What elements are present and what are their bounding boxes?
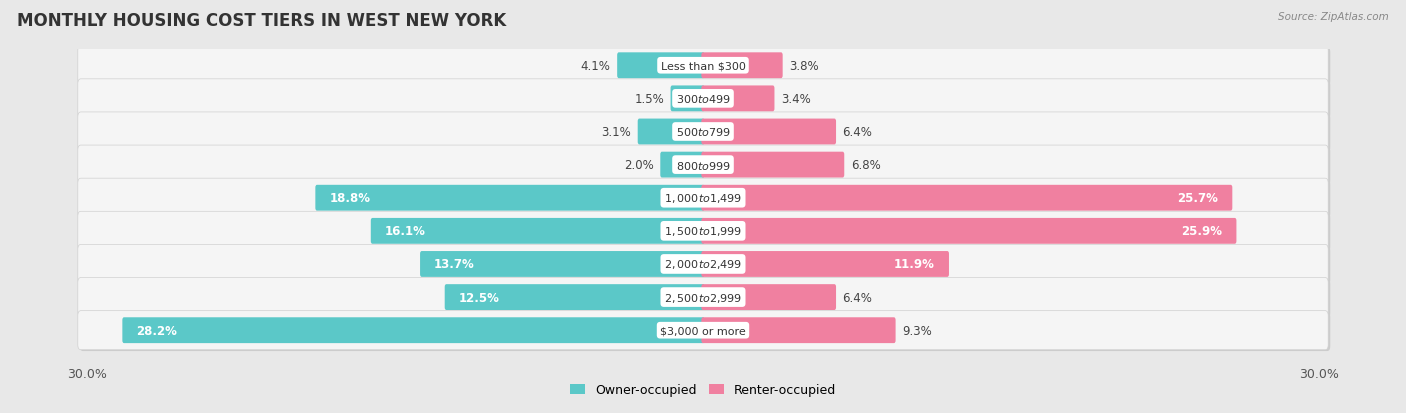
FancyBboxPatch shape — [80, 279, 1330, 318]
FancyBboxPatch shape — [80, 180, 1330, 219]
Text: 3.8%: 3.8% — [789, 59, 818, 73]
FancyBboxPatch shape — [80, 312, 1330, 351]
FancyBboxPatch shape — [702, 318, 896, 343]
FancyBboxPatch shape — [77, 47, 1329, 85]
Text: $1,500 to $1,999: $1,500 to $1,999 — [664, 225, 742, 238]
FancyBboxPatch shape — [702, 185, 1232, 211]
Text: 3.4%: 3.4% — [780, 93, 811, 106]
FancyBboxPatch shape — [702, 285, 837, 310]
Text: $2,500 to $2,999: $2,500 to $2,999 — [664, 291, 742, 304]
FancyBboxPatch shape — [315, 185, 704, 211]
Text: 2.0%: 2.0% — [624, 159, 654, 172]
FancyBboxPatch shape — [77, 179, 1329, 218]
FancyBboxPatch shape — [80, 114, 1330, 153]
Text: 6.4%: 6.4% — [842, 126, 873, 139]
Text: 6.8%: 6.8% — [851, 159, 880, 172]
Text: 25.7%: 25.7% — [1177, 192, 1219, 205]
Text: 18.8%: 18.8% — [329, 192, 370, 205]
Text: 1.5%: 1.5% — [634, 93, 664, 106]
Text: 3.1%: 3.1% — [602, 126, 631, 139]
Text: $500 to $799: $500 to $799 — [675, 126, 731, 138]
FancyBboxPatch shape — [77, 80, 1329, 119]
FancyBboxPatch shape — [77, 245, 1329, 284]
FancyBboxPatch shape — [671, 86, 704, 112]
Text: 4.1%: 4.1% — [581, 59, 610, 73]
FancyBboxPatch shape — [80, 48, 1330, 87]
Text: 28.2%: 28.2% — [136, 324, 177, 337]
FancyBboxPatch shape — [80, 213, 1330, 252]
FancyBboxPatch shape — [420, 252, 704, 277]
FancyBboxPatch shape — [617, 53, 704, 79]
Text: $800 to $999: $800 to $999 — [675, 159, 731, 171]
Text: 11.9%: 11.9% — [894, 258, 935, 271]
Text: 13.7%: 13.7% — [434, 258, 475, 271]
FancyBboxPatch shape — [661, 152, 704, 178]
FancyBboxPatch shape — [702, 86, 775, 112]
FancyBboxPatch shape — [77, 146, 1329, 185]
Text: 25.9%: 25.9% — [1181, 225, 1222, 238]
Text: Source: ZipAtlas.com: Source: ZipAtlas.com — [1278, 12, 1389, 22]
FancyBboxPatch shape — [444, 285, 704, 310]
FancyBboxPatch shape — [80, 147, 1330, 186]
FancyBboxPatch shape — [80, 246, 1330, 285]
FancyBboxPatch shape — [77, 113, 1329, 152]
FancyBboxPatch shape — [702, 152, 844, 178]
Text: 6.4%: 6.4% — [842, 291, 873, 304]
FancyBboxPatch shape — [702, 119, 837, 145]
Legend: Owner-occupied, Renter-occupied: Owner-occupied, Renter-occupied — [565, 378, 841, 401]
Text: $300 to $499: $300 to $499 — [675, 93, 731, 105]
FancyBboxPatch shape — [122, 318, 704, 343]
FancyBboxPatch shape — [638, 119, 704, 145]
FancyBboxPatch shape — [80, 81, 1330, 120]
FancyBboxPatch shape — [77, 311, 1329, 350]
FancyBboxPatch shape — [77, 278, 1329, 317]
FancyBboxPatch shape — [702, 252, 949, 277]
FancyBboxPatch shape — [371, 218, 704, 244]
Text: $3,000 or more: $3,000 or more — [661, 325, 745, 335]
FancyBboxPatch shape — [702, 53, 783, 79]
Text: $2,000 to $2,499: $2,000 to $2,499 — [664, 258, 742, 271]
FancyBboxPatch shape — [77, 212, 1329, 251]
Text: 12.5%: 12.5% — [458, 291, 499, 304]
Text: MONTHLY HOUSING COST TIERS IN WEST NEW YORK: MONTHLY HOUSING COST TIERS IN WEST NEW Y… — [17, 12, 506, 30]
FancyBboxPatch shape — [702, 218, 1236, 244]
Text: 9.3%: 9.3% — [903, 324, 932, 337]
Text: Less than $300: Less than $300 — [661, 61, 745, 71]
Text: 16.1%: 16.1% — [385, 225, 426, 238]
Text: $1,000 to $1,499: $1,000 to $1,499 — [664, 192, 742, 205]
